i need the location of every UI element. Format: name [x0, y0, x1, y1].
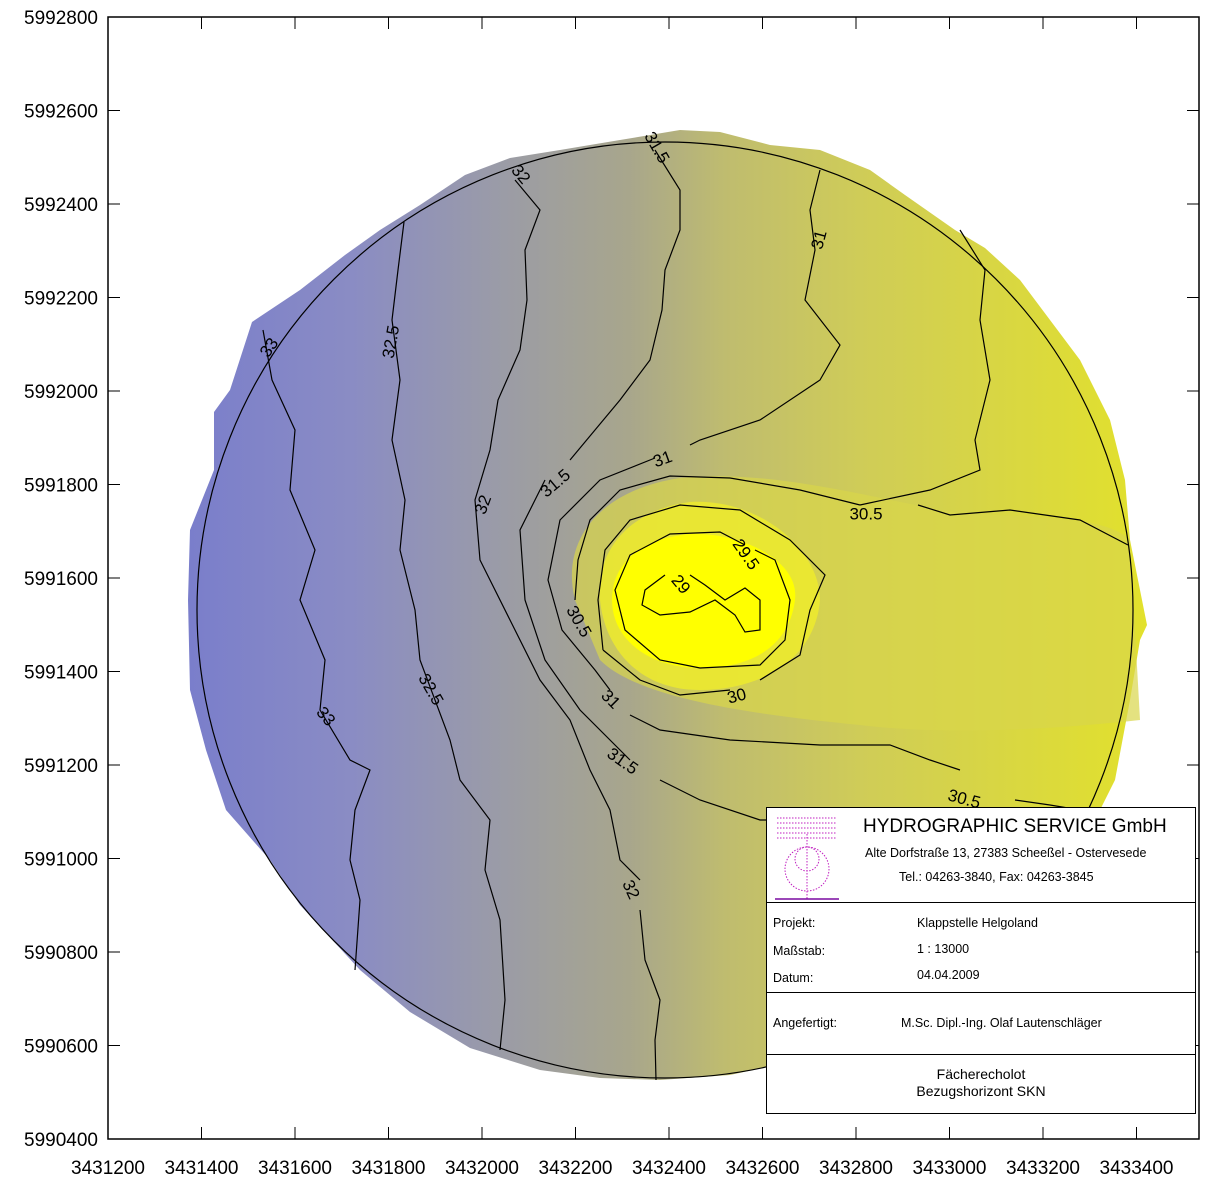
x-tick-label: 3431800 — [352, 1158, 426, 1179]
y-tick-label: 5992800 — [24, 8, 98, 29]
x-tick-label: 3432800 — [819, 1158, 893, 1179]
contour-33 — [262, 329, 371, 971]
author-value: M.Sc. Dipl.-Ing. Olaf Lautenschläger — [901, 1016, 1102, 1030]
company-logo — [775, 817, 839, 900]
x-tick-label: 3432200 — [539, 1158, 613, 1179]
contour-label: 30.5 — [849, 504, 882, 523]
scale-label: Maßstab: — [773, 944, 826, 958]
contour-29-5 — [614, 531, 791, 669]
company-name: HYDROGRAPHIC SERVICE GmbH — [863, 816, 1167, 837]
y-tick-label: 5991400 — [24, 663, 98, 684]
contour-30 — [597, 504, 826, 696]
contour-30-5 — [859, 229, 1129, 546]
x-tick-label: 3433200 — [1006, 1158, 1080, 1179]
y-tick-label: 5991000 — [24, 850, 98, 871]
contour-31-top — [547, 169, 841, 691]
reference-datum: Bezugshorizont SKN — [916, 1083, 1046, 1099]
company-phone: Tel.: 04263-3840, Fax: 04263-3845 — [899, 870, 1094, 884]
contour-32-5 — [391, 221, 506, 1051]
date-value: 04.04.2009 — [917, 968, 980, 982]
y-axis: 5992800 5992600 5992400 5992200 5992000 59918… — [24, 8, 1199, 1151]
survey-method: Fächerecholot — [936, 1066, 1026, 1082]
title-block: HYDROGRAPHIC SERVICE GmbH Alte Dorfstraß… — [766, 807, 1196, 1114]
y-tick-label: 5992200 — [24, 289, 98, 310]
y-tick-label: 5991800 — [24, 476, 98, 497]
x-tick-label: 3432000 — [445, 1158, 519, 1179]
y-tick-label: 5990400 — [24, 1130, 98, 1151]
y-tick-label: 5990600 — [24, 1037, 98, 1058]
x-tick-label: 3431600 — [258, 1158, 332, 1179]
x-tick-label: 3433400 — [1100, 1158, 1174, 1179]
x-axis: 3431200 3431400 3431600 3431800 3432000 34322… — [71, 17, 1173, 1179]
divider — [767, 902, 1195, 903]
author-label: Angefertigt: — [773, 1016, 837, 1030]
contour-label: 30 — [725, 684, 748, 707]
project-value: Klappstelle Helgoland — [917, 916, 1038, 930]
divider — [767, 992, 1195, 993]
x-tick-label: 3432600 — [726, 1158, 800, 1179]
x-tick-label: 3431400 — [165, 1158, 239, 1179]
contour-30-5-inner — [574, 475, 861, 601]
y-tick-label: 5992400 — [24, 195, 98, 216]
date-label: Datum: — [773, 971, 814, 985]
y-tick-label: 5992000 — [24, 382, 98, 403]
contour-31-5-top — [569, 149, 681, 461]
y-tick-label: 5991600 — [24, 569, 98, 590]
shallow-zone-29-5 — [612, 533, 796, 668]
y-tick-label: 5991200 — [24, 756, 98, 777]
company-address: Alte Dorfstraße 13, 27383 Scheeßel - Ost… — [865, 846, 1147, 860]
divider — [767, 1054, 1195, 1055]
x-tick-label: 3432400 — [632, 1158, 706, 1179]
contour-label: 31 — [807, 228, 830, 251]
contour-32-left — [474, 179, 641, 881]
x-tick-label: 3433000 — [913, 1158, 987, 1179]
y-tick-label: 5992600 — [24, 102, 98, 123]
survey-circle — [196, 141, 1134, 1079]
scale-value: 1 : 13000 — [917, 942, 970, 956]
contour-31-bottom — [629, 714, 961, 771]
contour-32-right — [639, 909, 661, 1081]
x-tick-label: 3431200 — [71, 1158, 145, 1179]
contour-29 — [641, 574, 761, 633]
project-label: Projekt: — [773, 916, 816, 930]
y-tick-label: 5990800 — [24, 943, 98, 964]
